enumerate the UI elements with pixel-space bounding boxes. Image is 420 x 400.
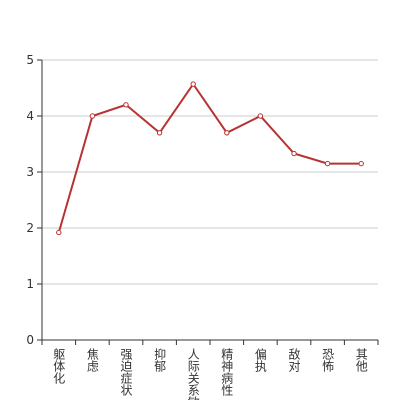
x-tick-label: 其他 (354, 348, 368, 372)
point (358, 160, 364, 167)
y-tick-label: 3 (26, 165, 34, 179)
point (156, 130, 163, 136)
x-tick-label: 抑郁 (153, 347, 167, 373)
x-tick-label: 精神病性 (220, 348, 234, 397)
point (224, 130, 230, 136)
point (291, 150, 297, 157)
line (57, 82, 362, 233)
x-tick-label: 强迫症状 (119, 348, 133, 396)
y-tick-label: 1 (26, 277, 34, 291)
x-tick-label: 敌对 (287, 347, 301, 372)
point (123, 102, 129, 108)
x-tick-label: 焦虑 (85, 348, 99, 372)
x-tick-label: 人际关系敏感 (186, 348, 200, 400)
x-tick-label: 恐怖 (321, 348, 335, 372)
y-tick-label: 0 (26, 333, 34, 347)
y-tick-label: 5 (26, 53, 34, 67)
point (257, 113, 264, 119)
x-tick-label: 偏执 (253, 347, 267, 373)
y-tick-label: 2 (26, 221, 34, 235)
point (56, 229, 62, 236)
point (190, 81, 196, 87)
y-tick-label: 4 (26, 109, 34, 123)
point (324, 160, 331, 167)
x-tick-label: 躯体化 (52, 347, 66, 385)
point (89, 113, 96, 119)
